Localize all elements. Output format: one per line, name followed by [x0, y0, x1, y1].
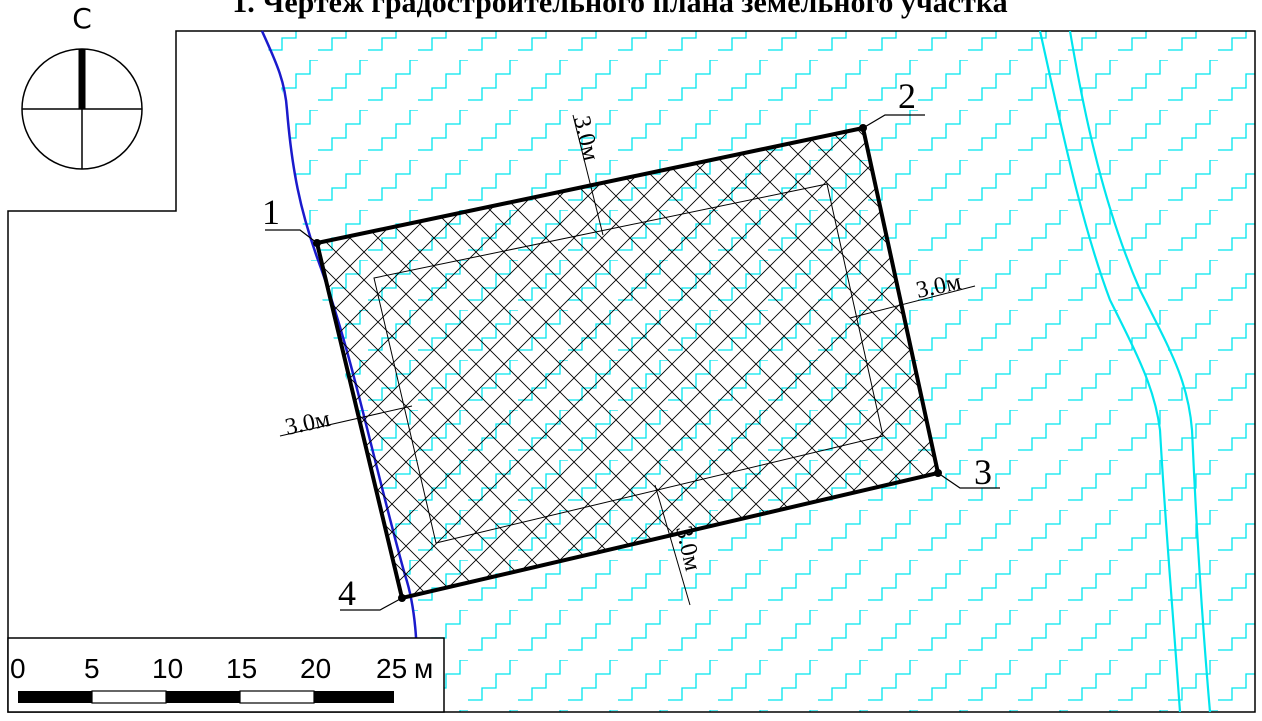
- river-right-bank: [1068, 30, 1212, 713]
- scale-tick-25: 25: [376, 653, 407, 684]
- page-title: 1. Чертеж градостроительного плана земел…: [232, 0, 1008, 19]
- setback-label-left: 3.0м: [283, 406, 333, 441]
- river-left-bank: [1038, 30, 1182, 713]
- leader-1: [265, 229, 318, 244]
- scale-bar: 0 5 10 15 20 25 м: [7, 637, 445, 713]
- scale-tick-15: 15: [226, 653, 257, 684]
- point-label-2: 2: [898, 76, 916, 116]
- scale-tick-5: 5: [84, 653, 100, 684]
- scale-unit: м: [414, 653, 433, 684]
- building-zone: [373, 183, 884, 544]
- point-label-1: 1: [262, 192, 280, 232]
- leader-4: [340, 597, 403, 611]
- north-arrow-icon: [21, 48, 143, 170]
- scale-tick-0: 0: [10, 653, 26, 684]
- leader-2: [862, 114, 925, 129]
- point-label-3: 3: [974, 452, 992, 492]
- scale-tick-10: 10: [152, 653, 183, 684]
- point-label-4: 4: [338, 573, 356, 613]
- leader-3: [937, 472, 1000, 489]
- scale-tick-20: 20: [300, 653, 331, 684]
- north-letter: С: [72, 2, 92, 35]
